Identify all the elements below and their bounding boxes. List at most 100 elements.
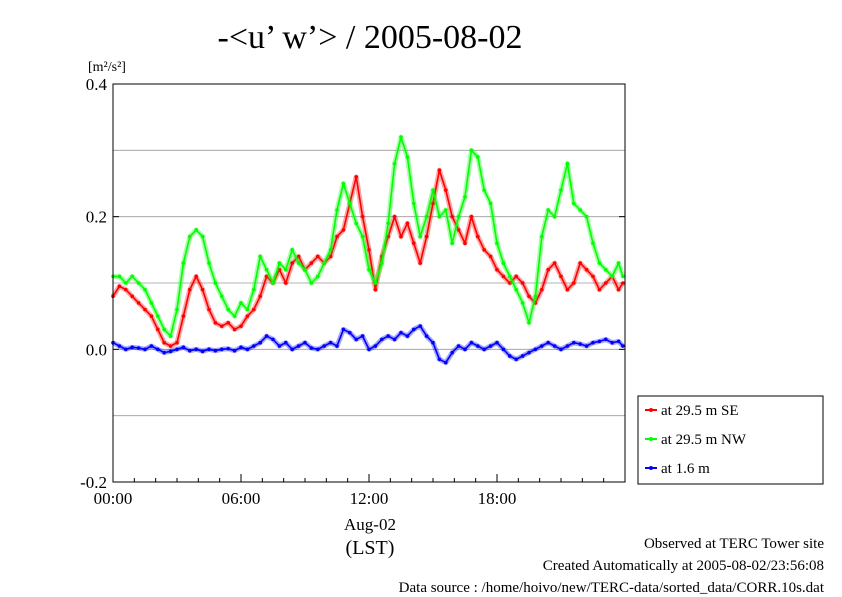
data-point bbox=[296, 344, 301, 348]
data-point bbox=[488, 344, 493, 348]
data-point bbox=[124, 347, 128, 352]
data-point bbox=[552, 261, 557, 265]
data-point bbox=[514, 287, 518, 292]
data-point bbox=[194, 347, 198, 352]
data-point bbox=[290, 347, 295, 352]
data-point bbox=[322, 344, 327, 348]
data-point bbox=[392, 337, 397, 342]
data-point bbox=[616, 261, 621, 265]
data-point bbox=[181, 345, 186, 350]
data-point bbox=[604, 337, 608, 342]
data-point bbox=[341, 181, 346, 186]
data-point bbox=[162, 327, 166, 332]
data-point bbox=[424, 234, 429, 239]
data-point bbox=[226, 346, 230, 351]
data-point bbox=[188, 234, 192, 239]
data-point bbox=[309, 346, 314, 350]
data-point bbox=[405, 334, 410, 338]
data-point bbox=[245, 314, 250, 318]
data-point bbox=[360, 334, 365, 338]
data-point bbox=[533, 347, 538, 352]
data-point bbox=[360, 234, 365, 239]
data-point bbox=[200, 349, 205, 354]
data-point bbox=[508, 281, 512, 285]
data-point bbox=[488, 201, 493, 206]
data-point bbox=[501, 274, 506, 279]
data-point bbox=[572, 340, 576, 345]
chart-title: -<u’ w’> / 2005-08-02 bbox=[218, 19, 523, 56]
date-label: Aug-02 bbox=[344, 515, 396, 534]
data-point bbox=[546, 267, 550, 272]
data-point bbox=[501, 261, 506, 265]
data-point bbox=[149, 301, 154, 305]
data-point bbox=[546, 208, 550, 212]
footer-created: Created Automatically at 2005-08-02/23:5… bbox=[542, 558, 824, 574]
data-point bbox=[597, 287, 602, 292]
data-point bbox=[136, 346, 141, 350]
data-point bbox=[162, 340, 166, 345]
data-point bbox=[245, 347, 250, 352]
data-point bbox=[621, 344, 625, 348]
data-point bbox=[117, 274, 122, 279]
data-point bbox=[380, 337, 384, 342]
data-point bbox=[463, 194, 467, 199]
data-point bbox=[527, 294, 531, 299]
data-point bbox=[392, 161, 397, 166]
data-point bbox=[392, 214, 397, 219]
data-point bbox=[194, 274, 198, 279]
data-point bbox=[578, 342, 582, 346]
data-point bbox=[130, 345, 134, 350]
data-point bbox=[616, 339, 621, 344]
data-point bbox=[552, 214, 557, 219]
data-point bbox=[341, 327, 346, 332]
data-point bbox=[418, 234, 423, 239]
data-point bbox=[226, 321, 230, 325]
data-point bbox=[405, 155, 410, 159]
data-point bbox=[367, 267, 371, 272]
data-point bbox=[482, 188, 487, 192]
data-point bbox=[431, 340, 435, 345]
data-point bbox=[450, 214, 455, 219]
data-point bbox=[527, 350, 531, 355]
data-point bbox=[360, 214, 365, 219]
data-point bbox=[341, 228, 346, 232]
data-point bbox=[424, 214, 429, 219]
data-point bbox=[149, 344, 154, 348]
data-point bbox=[373, 281, 378, 285]
data-point bbox=[431, 188, 435, 192]
data-point bbox=[418, 261, 423, 265]
data-point bbox=[130, 274, 134, 279]
data-point bbox=[252, 344, 256, 348]
data-point bbox=[463, 347, 467, 352]
data-point bbox=[188, 287, 192, 292]
data-point bbox=[290, 261, 295, 265]
x-axis: 00:00 06:00 12:00 18:00 bbox=[94, 474, 605, 508]
data-point bbox=[175, 340, 179, 345]
footer-data-source: Data source : /home/hoivo/new/TERC-data/… bbox=[398, 580, 824, 596]
data-point bbox=[367, 248, 371, 252]
data-point bbox=[559, 188, 563, 192]
data-point bbox=[200, 287, 205, 292]
data-point bbox=[373, 287, 378, 292]
data-point bbox=[136, 281, 141, 285]
data-point bbox=[316, 347, 320, 352]
data-point bbox=[572, 281, 576, 285]
data-point bbox=[220, 324, 224, 328]
data-point bbox=[552, 344, 557, 348]
data-point bbox=[508, 274, 512, 279]
data-point bbox=[348, 201, 352, 206]
data-point bbox=[495, 241, 499, 245]
footer-observed: Observed at TERC Tower site bbox=[643, 536, 824, 552]
data-point bbox=[284, 267, 288, 272]
data-point bbox=[136, 301, 141, 305]
data-point bbox=[258, 254, 263, 259]
data-point bbox=[610, 274, 614, 279]
data-point bbox=[252, 287, 256, 292]
data-point bbox=[213, 321, 218, 325]
data-point bbox=[156, 347, 160, 352]
data-point bbox=[117, 344, 122, 348]
data-point bbox=[456, 228, 461, 232]
data-point bbox=[226, 307, 230, 312]
data-point bbox=[444, 188, 448, 192]
data-point bbox=[514, 357, 518, 362]
